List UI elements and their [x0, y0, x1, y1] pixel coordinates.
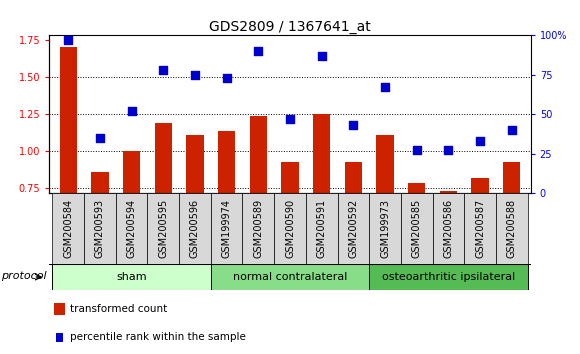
- Bar: [281, 162, 299, 300]
- Point: [285, 116, 295, 122]
- Bar: [147, 193, 179, 264]
- Point: [159, 67, 168, 73]
- Text: GSM199974: GSM199974: [222, 199, 231, 258]
- Bar: [472, 178, 489, 300]
- Point: [412, 148, 421, 153]
- Bar: [91, 172, 108, 300]
- Bar: [84, 193, 116, 264]
- Bar: [52, 264, 211, 290]
- Text: GSM200586: GSM200586: [443, 199, 454, 258]
- Bar: [313, 114, 331, 300]
- Bar: [408, 183, 425, 300]
- Point: [476, 138, 485, 144]
- Bar: [503, 162, 520, 300]
- Point: [380, 85, 390, 90]
- Text: protocol: protocol: [1, 271, 46, 281]
- Bar: [496, 193, 528, 264]
- Point: [253, 48, 263, 54]
- Text: GSM200593: GSM200593: [95, 199, 105, 258]
- Bar: [376, 135, 394, 300]
- Text: GSM200596: GSM200596: [190, 199, 200, 258]
- Bar: [179, 193, 211, 264]
- Text: GSM200592: GSM200592: [349, 199, 358, 258]
- Text: GSM200594: GSM200594: [126, 199, 137, 258]
- Text: GSM200591: GSM200591: [317, 199, 327, 258]
- Bar: [433, 193, 464, 264]
- Bar: [401, 193, 433, 264]
- Text: GSM200585: GSM200585: [412, 199, 422, 258]
- Bar: [60, 47, 77, 300]
- Text: GSM200589: GSM200589: [253, 199, 263, 258]
- Bar: [369, 193, 401, 264]
- Bar: [274, 193, 306, 264]
- Bar: [186, 135, 204, 300]
- Point: [190, 72, 200, 78]
- Bar: [464, 193, 496, 264]
- Text: GSM200584: GSM200584: [63, 199, 73, 258]
- Bar: [116, 193, 147, 264]
- Text: GSM200590: GSM200590: [285, 199, 295, 258]
- Text: GSM200595: GSM200595: [158, 199, 168, 258]
- Point: [95, 135, 104, 141]
- Point: [444, 148, 453, 153]
- Text: normal contralateral: normal contralateral: [233, 272, 347, 282]
- Title: GDS2809 / 1367641_at: GDS2809 / 1367641_at: [209, 21, 371, 34]
- Bar: [54, 303, 65, 315]
- Bar: [52, 193, 84, 264]
- Text: GSM200588: GSM200588: [507, 199, 517, 258]
- Text: GSM200587: GSM200587: [475, 199, 485, 258]
- Bar: [338, 193, 369, 264]
- Bar: [123, 151, 140, 300]
- Text: osteoarthritic ipsilateral: osteoarthritic ipsilateral: [382, 272, 515, 282]
- Bar: [218, 131, 235, 300]
- Bar: [211, 193, 242, 264]
- Text: GSM199973: GSM199973: [380, 199, 390, 258]
- Bar: [306, 193, 338, 264]
- Point: [127, 108, 136, 114]
- Point: [507, 127, 516, 133]
- Bar: [369, 264, 528, 290]
- Bar: [211, 264, 369, 290]
- Text: percentile rank within the sample: percentile rank within the sample: [70, 332, 245, 342]
- Point: [64, 37, 73, 43]
- Point: [317, 53, 327, 59]
- Bar: [155, 123, 172, 300]
- Bar: [345, 162, 362, 300]
- Text: sham: sham: [117, 272, 147, 282]
- Point: [222, 75, 231, 81]
- Bar: [249, 116, 267, 300]
- Bar: [56, 333, 63, 342]
- Bar: [242, 193, 274, 264]
- Bar: [440, 192, 457, 300]
- Text: transformed count: transformed count: [70, 304, 167, 314]
- Point: [349, 122, 358, 128]
